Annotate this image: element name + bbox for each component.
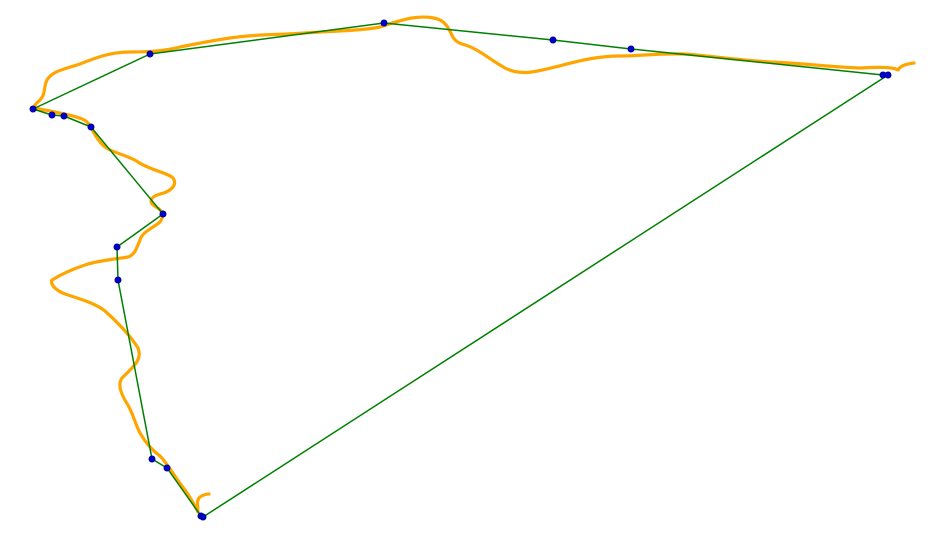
waypoint-marker	[146, 50, 154, 58]
waypoint-marker	[627, 45, 635, 53]
waypoint-layer	[29, 19, 892, 521]
waypoint-marker	[48, 111, 56, 119]
waypoint-marker	[114, 276, 122, 284]
waypoint-marker	[549, 36, 557, 44]
waypoint-marker	[884, 71, 892, 79]
waypoint-marker	[380, 19, 388, 27]
waypoint-marker	[199, 513, 207, 521]
simplified-path-layer	[32, 22, 889, 518]
route-layer	[32, 15, 916, 514]
detailed-route-line	[32, 15, 916, 514]
waypoint-marker	[87, 123, 95, 131]
waypoint-marker	[29, 105, 37, 113]
waypoint-marker	[113, 243, 121, 251]
waypoint-marker	[159, 210, 167, 218]
simplified-path-line	[32, 22, 889, 518]
waypoint-marker	[148, 455, 156, 463]
waypoint-marker	[163, 464, 171, 472]
waypoint-marker	[60, 112, 68, 120]
